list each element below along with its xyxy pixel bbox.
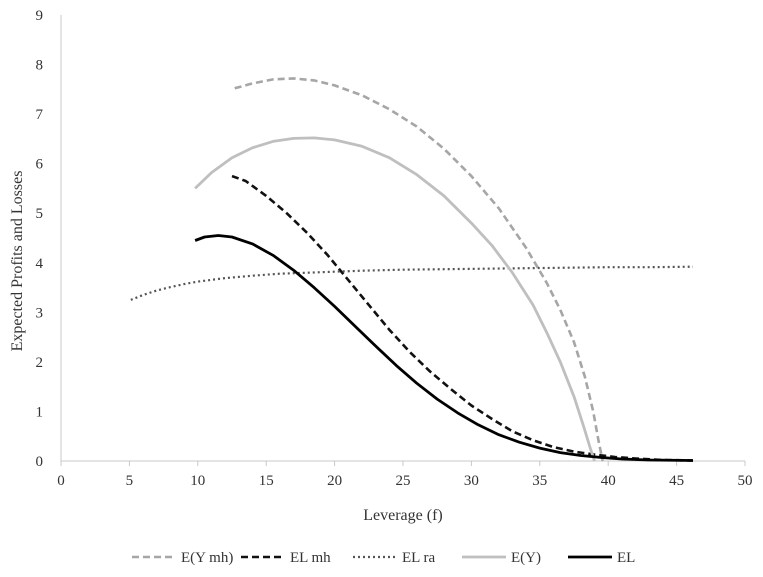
x-tick-label: 35 [532, 473, 547, 489]
x-tick-label: 5 [126, 473, 134, 489]
x-tick-label: 30 [464, 473, 479, 489]
chart-legend: E(Y mh) EL mh EL ra E(Y) EL [132, 550, 635, 566]
series-layer [130, 77, 694, 462]
x-axis-title: Leverage (f) [363, 507, 443, 524]
legend-label-e-y: E(Y) [511, 550, 541, 566]
x-tick-label: 20 [327, 473, 342, 489]
y-tick-label: 9 [36, 8, 44, 24]
legend-label-el: EL [617, 550, 635, 566]
series-line-el-ra [130, 265, 694, 301]
x-tick-label: 10 [190, 473, 205, 489]
x-tick-label: 50 [738, 473, 753, 489]
legend-label-el-ra: EL ra [402, 550, 436, 566]
y-tick-label: 5 [36, 206, 44, 222]
y-tick-label: 6 [36, 157, 44, 173]
x-tick-label: 15 [259, 473, 274, 489]
x-tick-label: 45 [669, 473, 684, 489]
series-line-e-y-mh [234, 77, 604, 462]
y-tick-label: 0 [36, 454, 44, 470]
y-tick-label: 3 [36, 305, 44, 321]
y-tick-label: 8 [36, 58, 44, 74]
legend-label-el-mh: EL mh [290, 550, 331, 566]
y-tick-label: 4 [36, 256, 44, 272]
series-line-el-mh [231, 174, 694, 462]
series-line-el [194, 234, 694, 462]
legend-label-e-y-mh: E(Y mh) [181, 550, 233, 566]
y-axis-title: Expected Profits and Losses [9, 171, 26, 352]
x-tick-label: 40 [601, 473, 616, 489]
series-line-e-y [194, 136, 596, 462]
y-tick-label: 7 [36, 107, 44, 123]
x-tick-label: 0 [57, 473, 65, 489]
y-tick-label: 1 [36, 404, 44, 420]
x-tick-label: 25 [396, 473, 411, 489]
y-tick-label: 2 [36, 355, 44, 371]
